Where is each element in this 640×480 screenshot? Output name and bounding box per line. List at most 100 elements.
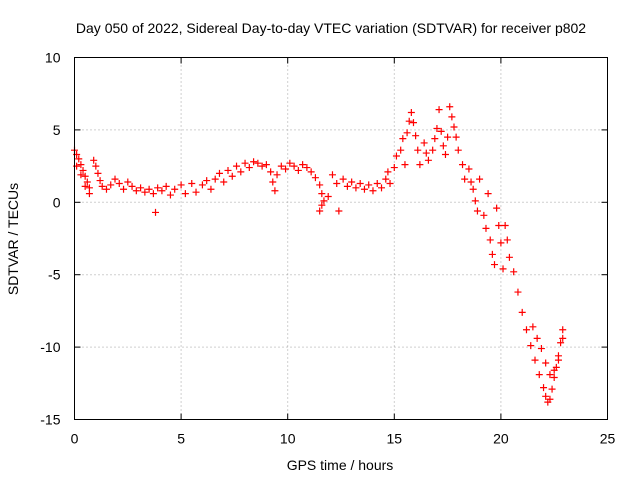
data-point <box>480 211 488 219</box>
data-point <box>158 187 166 195</box>
y-tick-label: -10 <box>40 339 60 355</box>
data-point <box>471 197 479 205</box>
data-point <box>335 207 343 215</box>
y-tick-label: -5 <box>48 267 61 283</box>
data-point <box>390 164 398 172</box>
x-tick-label: 15 <box>387 431 403 447</box>
y-tick-label: 10 <box>45 50 61 66</box>
data-point <box>360 185 368 193</box>
data-point <box>320 197 328 205</box>
data-point <box>111 175 119 183</box>
data-point <box>343 182 351 190</box>
data-point <box>171 185 179 193</box>
data-point <box>522 326 530 334</box>
data-point <box>92 162 100 170</box>
data-point <box>454 146 462 154</box>
data-point <box>177 181 185 189</box>
data-point <box>465 165 473 173</box>
data-point <box>467 178 475 186</box>
x-axis-label: GPS time / hours <box>287 457 394 473</box>
data-point <box>450 123 458 131</box>
data-point <box>399 135 407 143</box>
data-point <box>98 182 106 190</box>
data-point <box>152 208 160 216</box>
data-point <box>439 142 447 150</box>
data-point <box>405 117 413 125</box>
x-tick-label: 0 <box>71 431 79 447</box>
data-point <box>318 201 326 209</box>
data-point <box>412 132 420 140</box>
data-point <box>273 171 281 179</box>
data-point <box>533 334 541 342</box>
x-tick-label: 5 <box>177 431 185 447</box>
data-point <box>510 268 518 276</box>
data-point <box>198 181 206 189</box>
grid-lines <box>74 57 608 420</box>
data-point <box>233 162 241 170</box>
data-point <box>262 161 270 169</box>
data-point <box>128 182 136 190</box>
y-tick-label: 0 <box>53 194 61 210</box>
data-point <box>166 191 174 199</box>
data-point <box>250 158 258 166</box>
data-point <box>277 162 285 170</box>
data-point <box>546 395 554 403</box>
data-point <box>271 187 279 195</box>
data-point <box>554 356 562 364</box>
data-point <box>414 146 422 154</box>
data-point <box>546 371 554 379</box>
data-point <box>527 342 535 350</box>
data-point <box>254 159 262 167</box>
data-point <box>124 178 132 186</box>
data-point <box>518 308 526 316</box>
data-point <box>482 224 490 232</box>
data-point <box>237 168 245 176</box>
data-point <box>145 185 153 193</box>
data-point <box>433 124 441 132</box>
data-point <box>316 181 324 189</box>
data-point <box>207 185 215 193</box>
data-point <box>378 184 386 192</box>
data-point <box>537 345 545 353</box>
data-point <box>559 334 567 342</box>
data-point <box>476 175 484 183</box>
data-point <box>81 182 89 190</box>
data-point <box>420 139 428 147</box>
plot-frame <box>74 57 608 420</box>
data-point <box>290 162 298 170</box>
data-point <box>461 175 469 183</box>
data-point <box>488 250 496 258</box>
data-point <box>550 374 558 382</box>
data-point <box>540 384 548 392</box>
data-point <box>486 236 494 244</box>
data-point <box>328 171 336 179</box>
data-point <box>348 178 356 186</box>
data-point <box>431 135 439 143</box>
data-point <box>429 146 437 154</box>
data-point <box>267 168 275 176</box>
data-point <box>307 168 315 176</box>
data-point <box>83 178 91 186</box>
data-point <box>369 187 377 195</box>
data-point <box>505 253 513 261</box>
data-point <box>441 151 449 159</box>
data-point <box>452 133 460 141</box>
data-point <box>79 166 87 174</box>
data-point <box>181 190 189 198</box>
data-point <box>141 188 149 196</box>
data-point <box>497 239 505 247</box>
data-point <box>437 127 445 135</box>
chart-title: Day 050 of 2022, Sidereal Day-to-day VTE… <box>76 20 586 36</box>
data-point <box>137 184 145 192</box>
data-point <box>149 190 157 198</box>
data-point <box>448 113 456 121</box>
data-point <box>499 265 507 273</box>
data-point <box>85 190 93 198</box>
data-point <box>501 221 509 229</box>
data-point <box>299 161 307 169</box>
data-point <box>529 323 537 331</box>
data-point <box>96 177 104 185</box>
data-point <box>435 106 443 114</box>
data-point <box>90 156 98 164</box>
data-point <box>303 164 311 172</box>
